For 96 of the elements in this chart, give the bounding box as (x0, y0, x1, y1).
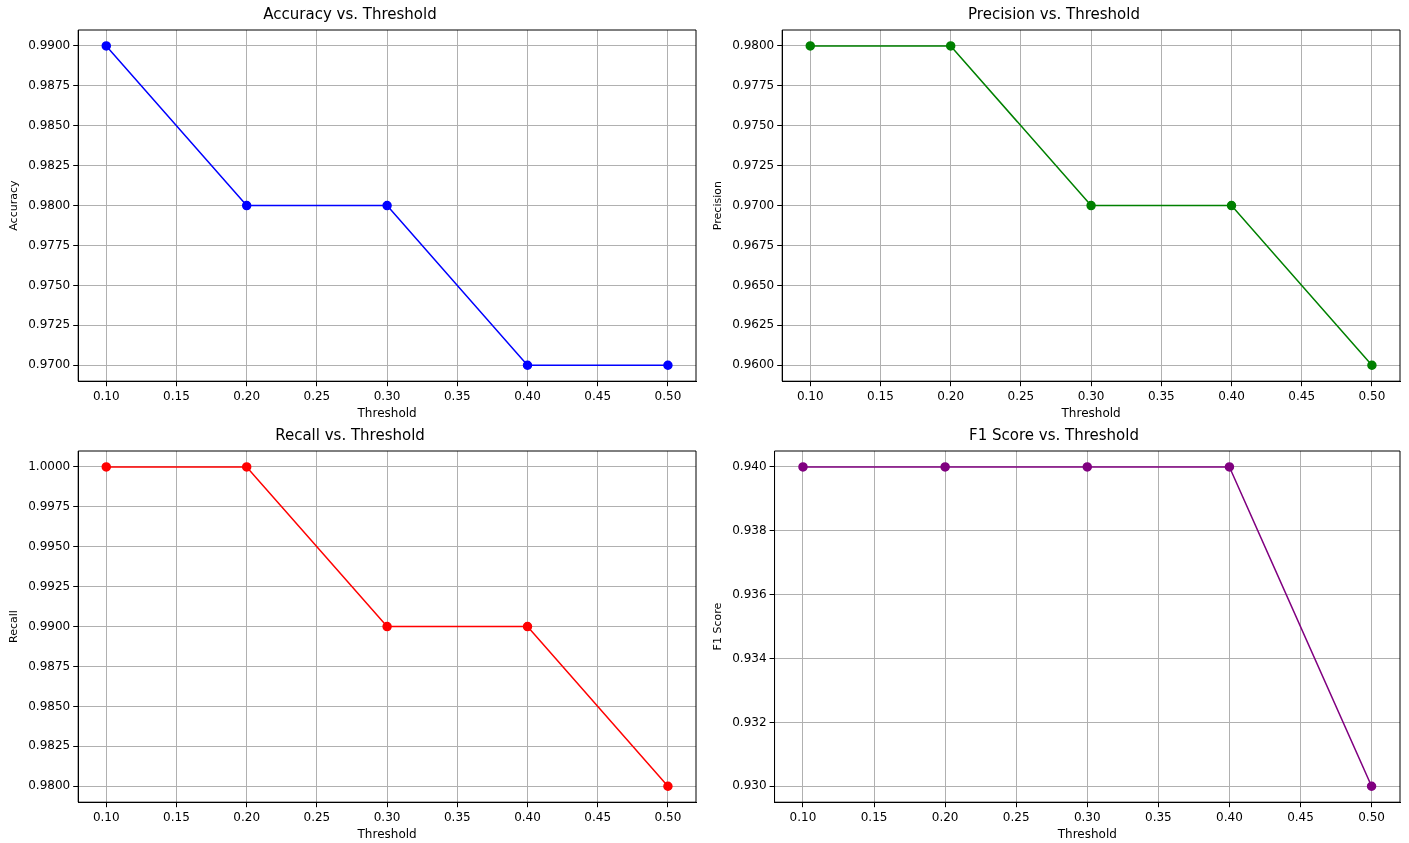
y-tick-label: 0.938 (732, 522, 767, 537)
y-tick-label: 0.9875 (28, 78, 71, 92)
y-tick-label: 0.9800 (28, 197, 71, 212)
chart-title: Recall vs. Threshold (275, 425, 425, 444)
point (382, 200, 392, 211)
point (663, 781, 673, 791)
y-tick-label: 0.9750 (28, 277, 71, 292)
x-tick-label: 0.30 (1077, 388, 1105, 403)
x-tick-label: 0.40 (514, 388, 541, 403)
x-tick-label: 0.40 (1218, 388, 1245, 403)
point (1226, 200, 1237, 211)
y-tick-label: 0.9875 (28, 658, 71, 673)
y-tick-label: 0.9800 (732, 38, 775, 53)
y-axis-title: F1 Score (711, 602, 725, 651)
point (1367, 360, 1377, 370)
y-tick-label: 0.9825 (28, 157, 71, 172)
y-tick-label: 0.9900 (28, 618, 71, 633)
y-tick-label: 0.9850 (28, 117, 71, 132)
x-tick-label: 0.35 (1144, 809, 1172, 824)
y-tick-label: 0.9850 (28, 698, 71, 713)
point (101, 41, 112, 51)
y-axis-title: Accuracy (7, 180, 21, 231)
x-tick-label: 0.30 (1073, 809, 1101, 824)
x-tick-label: 0.40 (514, 809, 541, 824)
x-tick-label: 0.45 (584, 388, 612, 403)
x-tick-label: 0.20 (931, 809, 959, 824)
point (945, 41, 956, 51)
x-tick-label: 0.45 (584, 809, 612, 824)
x-tick-label: 0.35 (443, 809, 471, 824)
y-tick-label: 0.9825 (28, 738, 71, 753)
x-tick-label: 0.15 (867, 388, 894, 403)
x-tick-label: 0.50 (1358, 809, 1385, 824)
point (241, 462, 252, 472)
x-tick-label: 0.50 (654, 388, 682, 403)
y-tick-label: 0.9900 (28, 38, 71, 53)
chart-title: F1 Score vs. Threshold (969, 425, 1139, 444)
x-tick-label: 0.25 (1002, 809, 1030, 824)
y-tick-label: 0.9650 (732, 277, 775, 292)
y-tick-label: 0.9775 (732, 78, 775, 92)
x-tick-label: 0.25 (303, 809, 331, 824)
y-tick-label: 0.9600 (732, 357, 775, 372)
x-tick-label: 0.10 (796, 388, 824, 403)
x-tick-label: 0.10 (92, 388, 120, 403)
y-tick-label: 0.9975 (28, 499, 71, 513)
y-tick-label: 0.9775 (28, 237, 71, 252)
y-tick-label: 0.9800 (28, 778, 71, 793)
y-tick-label: 0.940 (732, 459, 767, 474)
x-axis-title: Threshold (356, 405, 417, 420)
y-tick-label: 0.9675 (732, 237, 775, 252)
x-tick-label: 0.25 (1007, 388, 1035, 403)
point (805, 41, 816, 51)
chart-title: Accuracy vs. Threshold (263, 4, 437, 23)
x-tick-label: 0.30 (373, 809, 401, 824)
x-tick-label: 0.15 (860, 809, 888, 824)
x-tick-label: 0.15 (163, 388, 190, 403)
point (101, 462, 112, 472)
x-axis-title: Threshold (1056, 826, 1117, 841)
y-tick-label: 0.9700 (732, 197, 775, 212)
x-axis-title: Threshold (356, 826, 417, 841)
y-tick-label: 0.9625 (732, 317, 775, 332)
y-tick-label: 0.9950 (28, 538, 71, 553)
x-tick-label: 0.50 (654, 809, 682, 824)
y-tick-label: 0.932 (732, 714, 767, 729)
x-tick-label: 0.45 (1288, 388, 1316, 403)
y-tick-label: 0.936 (732, 586, 767, 601)
x-tick-label: 0.30 (373, 388, 401, 403)
y-tick-label: 0.9725 (28, 317, 71, 332)
x-tick-label: 0.20 (233, 388, 261, 403)
y-tick-label: 0.9725 (732, 157, 775, 172)
x-tick-label: 0.25 (303, 388, 331, 403)
y-tick-label: 1.0000 (28, 459, 71, 474)
y-tick-label: 0.930 (732, 778, 767, 793)
point (663, 360, 673, 370)
point (241, 200, 252, 211)
x-tick-label: 0.45 (1287, 809, 1314, 824)
x-tick-label: 0.15 (163, 809, 190, 824)
y-axis-title: Precision (711, 181, 725, 231)
x-tick-label: 0.40 (1216, 809, 1243, 824)
x-tick-label: 0.50 (1358, 388, 1386, 403)
y-tick-label: 0.9925 (28, 578, 71, 593)
y-tick-label: 0.934 (732, 650, 767, 665)
x-tick-label: 0.35 (443, 388, 471, 403)
point (1086, 200, 1096, 211)
x-tick-label: 0.10 (789, 809, 817, 824)
point (382, 621, 392, 632)
x-tick-label: 0.20 (937, 388, 965, 403)
y-tick-label: 0.9700 (28, 357, 71, 372)
x-tick-label: 0.10 (92, 809, 120, 824)
x-axis-title: Threshold (1060, 405, 1121, 420)
y-tick-label: 0.9750 (732, 117, 775, 132)
point (522, 621, 533, 632)
x-tick-label: 0.35 (1147, 388, 1175, 403)
point (522, 360, 533, 370)
x-tick-label: 0.20 (233, 809, 261, 824)
chart-title: Precision vs. Threshold (968, 4, 1140, 23)
y-axis-title: Recall (7, 610, 21, 644)
